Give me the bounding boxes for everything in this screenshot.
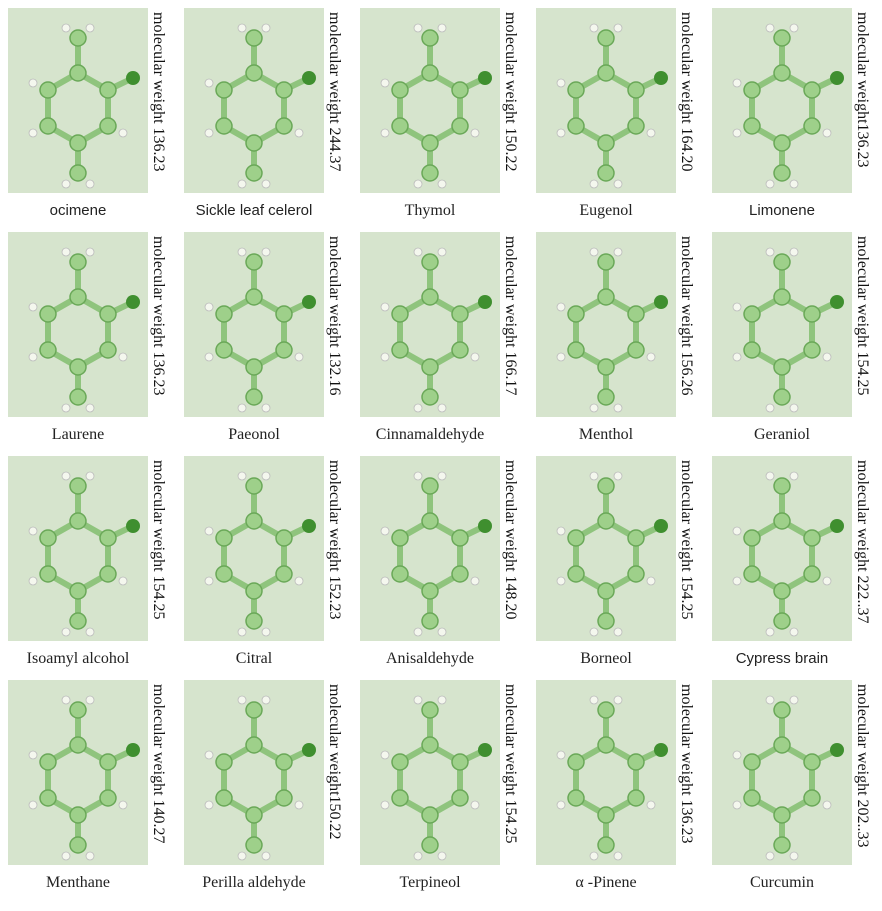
name: Sickle leaf celerol — [196, 202, 313, 219]
cell: ocimene molecular weight 136.23 — [8, 8, 167, 219]
weight: molecular weight 154.25 — [502, 684, 519, 844]
cell: Citral molecular weight 152.23 — [184, 456, 343, 667]
weight: molecular weight 202..33 — [854, 684, 871, 848]
weight: molecular weight 148.20 — [502, 460, 519, 620]
name: Terpineol — [399, 874, 461, 891]
weight: molecular weight 150.22 — [502, 12, 519, 172]
weight: molecular weight 222..37 — [854, 460, 871, 624]
name: Borneol — [580, 650, 632, 667]
name: Thymol — [405, 202, 456, 219]
weight: molecular weight 154.25 — [150, 460, 167, 620]
name: ocimene — [50, 202, 107, 219]
name: Limonene — [749, 202, 815, 219]
cell: Borneol molecular weight 154.25 — [536, 456, 695, 667]
weight: molecular weight 166.17 — [502, 236, 519, 396]
cell: Eugenol molecular weight 164.20 — [536, 8, 695, 219]
weight: molecular weight 136.23 — [150, 12, 167, 172]
weight: molecular weight 154.25 — [854, 236, 871, 396]
name: Anisaldehyde — [386, 650, 474, 667]
cell: Anisaldehyde molecular weight 148.20 — [360, 456, 519, 667]
weight: molecular weight 244.37 — [326, 12, 343, 172]
name: Cinnamaldehyde — [376, 426, 484, 443]
weight: molecular weight150.22 — [326, 684, 343, 840]
name: Menthol — [579, 426, 634, 443]
name: Laurene — [52, 426, 104, 443]
name: Paeonol — [228, 426, 280, 443]
name: Isoamyl alcohol — [27, 650, 130, 667]
cell: Cinnamaldehyde molecular weight 166.17 — [360, 232, 519, 443]
cell-grid: ocimene molecular weight 136.23 Sickle le… — [8, 8, 871, 891]
weight: molecular weight 136.23 — [678, 684, 695, 844]
cell: Isoamyl alcohol molecular weight 154.25 — [8, 456, 167, 667]
cell: α -Pinene molecular weight 136.23 — [536, 680, 695, 891]
cell: Perilla aldehyde molecular weight150.22 — [184, 680, 343, 891]
weight: molecular weight 136.23 — [150, 236, 167, 396]
name: Cypress brain — [736, 650, 829, 667]
cell: Thymol molecular weight 150.22 — [360, 8, 519, 219]
figure: ocimene molecular weight 136.23 Sickle le… — [0, 0, 882, 911]
cell: Menthane molecular weight 140.27 — [8, 680, 167, 891]
weight: molecular weight 140.27 — [150, 684, 167, 844]
name: Menthane — [46, 874, 110, 891]
name: Eugenol — [579, 202, 633, 219]
name: α -Pinene — [575, 874, 636, 891]
cell: Menthol molecular weight 156.26 — [536, 232, 695, 443]
name: Geraniol — [754, 426, 811, 443]
cell: Laurene molecular weight 136.23 — [8, 232, 167, 443]
cell: Terpineol molecular weight 154.25 — [360, 680, 519, 891]
cell: Cypress brain molecular weight 222..37 — [712, 456, 871, 667]
name: Perilla aldehyde — [202, 874, 306, 891]
weight: molecular weight 132.16 — [326, 236, 343, 396]
weight: molecular weight 152.23 — [326, 460, 343, 620]
cell: Curcumin molecular weight 202..33 — [712, 680, 871, 891]
name: Citral — [236, 650, 273, 667]
cell: Paeonol molecular weight 132.16 — [184, 232, 343, 443]
cell: Limonene molecular weight136.23 — [712, 8, 871, 219]
weight: molecular weight 164.20 — [678, 12, 695, 172]
weight: molecular weight136.23 — [854, 12, 871, 168]
weight: molecular weight 156.26 — [678, 236, 695, 396]
weight: molecular weight 154.25 — [678, 460, 695, 620]
cell: Sickle leaf celerol molecular weight 244.… — [184, 8, 343, 219]
name: Curcumin — [750, 874, 814, 891]
cell: Geraniol molecular weight 154.25 — [712, 232, 871, 443]
